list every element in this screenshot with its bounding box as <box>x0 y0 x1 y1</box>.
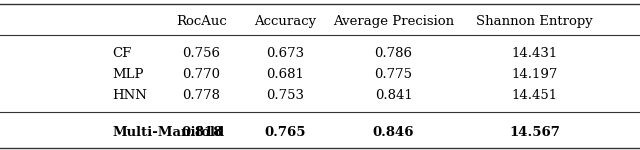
Text: 14.451: 14.451 <box>511 89 557 102</box>
Text: 14.197: 14.197 <box>511 68 557 81</box>
Text: 0.770: 0.770 <box>182 68 221 81</box>
Text: 0.756: 0.756 <box>182 47 221 60</box>
Text: Shannon Entropy: Shannon Entropy <box>476 15 593 28</box>
Text: HNN: HNN <box>112 89 147 102</box>
Text: 0.775: 0.775 <box>374 68 413 81</box>
Text: Accuracy: Accuracy <box>253 15 316 28</box>
Text: 0.778: 0.778 <box>182 89 221 102</box>
Text: RocAuc: RocAuc <box>176 15 227 28</box>
Text: CF: CF <box>112 47 131 60</box>
Text: 0.846: 0.846 <box>373 126 414 138</box>
Text: 0.765: 0.765 <box>264 126 305 138</box>
Text: 0.841: 0.841 <box>375 89 412 102</box>
Text: 0.673: 0.673 <box>266 47 304 60</box>
Text: Average Precision: Average Precision <box>333 15 454 28</box>
Text: 0.681: 0.681 <box>266 68 304 81</box>
Text: 14.567: 14.567 <box>509 126 560 138</box>
Text: Multi-Manifold: Multi-Manifold <box>112 126 224 138</box>
Text: 0.786: 0.786 <box>374 47 413 60</box>
Text: MLP: MLP <box>112 68 143 81</box>
Text: 0.753: 0.753 <box>266 89 304 102</box>
Text: 14.431: 14.431 <box>511 47 557 60</box>
Text: 0.818: 0.818 <box>181 126 222 138</box>
